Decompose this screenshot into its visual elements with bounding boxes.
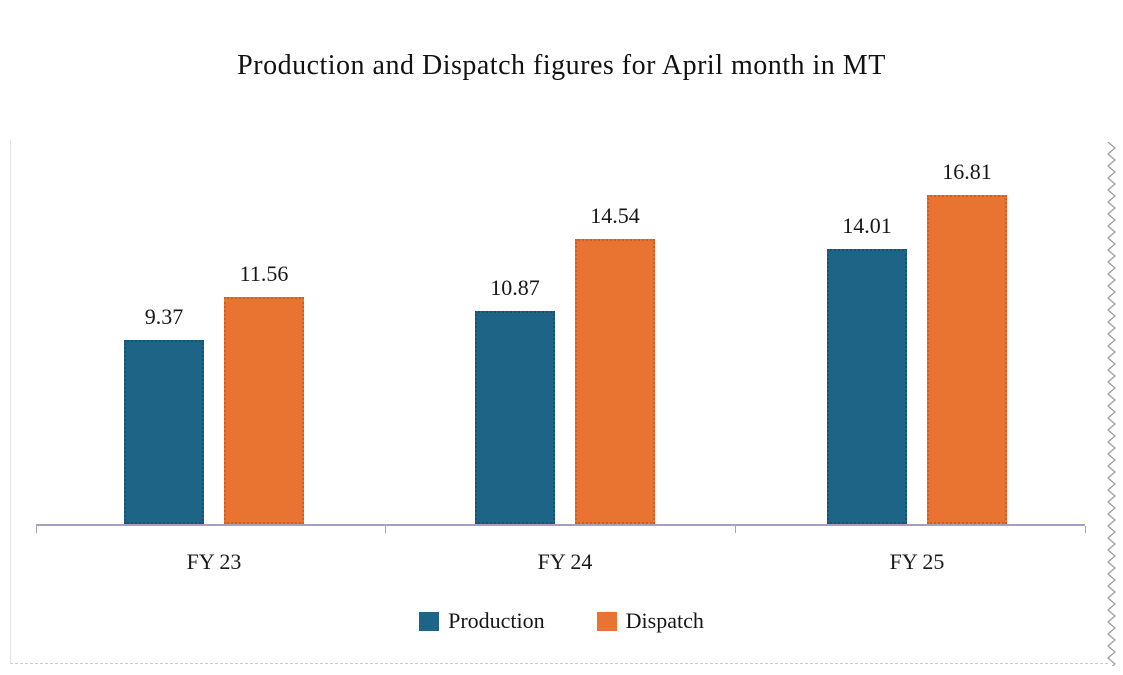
chart-frame	[10, 140, 1108, 664]
torn-edge	[1107, 142, 1116, 666]
value-label-production-fy-25: 14.01	[842, 213, 892, 238]
value-label-production-fy-24: 10.87	[490, 275, 540, 300]
legend-swatch-dispatch	[596, 611, 617, 631]
x-axis-label-fy-23: FY 23	[186, 549, 242, 574]
x-axis-tick-2	[735, 526, 736, 533]
value-label-production-fy-23: 9.37	[144, 304, 184, 329]
legend-swatch-production	[419, 611, 440, 631]
x-axis-label-fy-24: FY 24	[537, 549, 593, 574]
x-axis-line	[36, 524, 1085, 526]
bar-dispatch-fy-24	[575, 239, 655, 524]
x-axis-tick-0	[36, 526, 37, 533]
value-label-dispatch-fy-25: 16.81	[942, 159, 992, 184]
x-axis-tick-1	[385, 526, 386, 533]
x-axis-tick-3	[1085, 526, 1086, 533]
legend: Production Dispatch	[0, 610, 1123, 632]
value-label-dispatch-fy-24: 14.54	[590, 203, 640, 228]
bar-production-fy-23	[124, 340, 204, 524]
legend-item-production: Production	[419, 610, 545, 632]
bar-dispatch-fy-25	[927, 195, 1007, 524]
bar-production-fy-25	[827, 249, 907, 524]
bar-production-fy-24	[475, 311, 555, 524]
bar-dispatch-fy-23	[224, 297, 304, 524]
legend-label-production: Production	[448, 608, 545, 633]
x-axis-label-fy-25: FY 25	[889, 549, 945, 574]
legend-label-dispatch: Dispatch	[625, 608, 704, 633]
chart-title: Production and Dispatch figures for Apri…	[237, 50, 886, 81]
legend-item-dispatch: Dispatch	[596, 608, 704, 633]
value-label-dispatch-fy-23: 11.56	[239, 261, 289, 286]
